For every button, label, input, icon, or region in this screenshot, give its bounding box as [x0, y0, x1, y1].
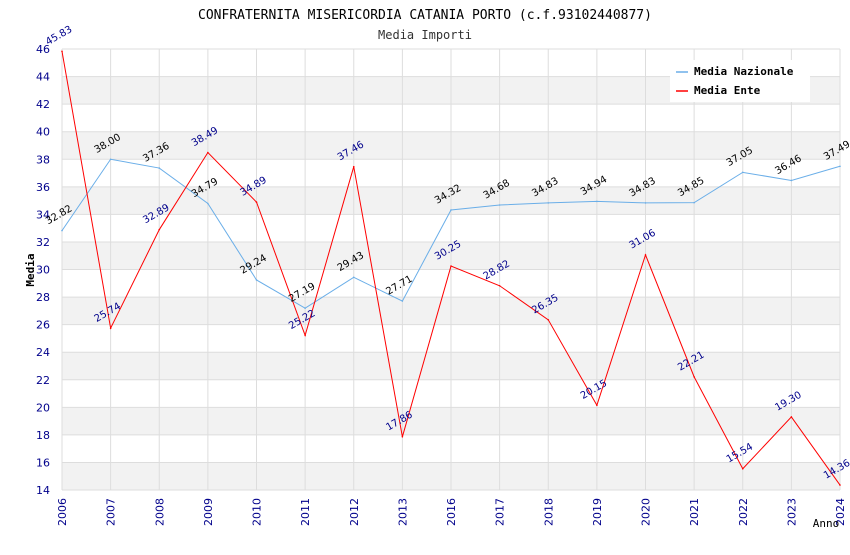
data-point	[596, 404, 598, 407]
y-tick-label: 28	[36, 291, 50, 304]
data-point	[61, 229, 63, 232]
y-tick-label: 46	[36, 43, 50, 56]
x-tick-label: 2007	[105, 498, 118, 526]
x-tick-label: 2013	[396, 498, 409, 526]
data-point	[109, 327, 112, 330]
y-tick-label: 42	[36, 98, 50, 111]
legend: Media Nazionale Media Ente	[670, 60, 810, 102]
y-tick-label: 26	[36, 319, 50, 332]
data-point	[158, 228, 161, 231]
grid-lines	[61, 48, 841, 491]
y-axis-label: Media	[24, 253, 37, 286]
x-tick-label: 2010	[251, 498, 264, 526]
x-tick-label: 2022	[737, 498, 750, 526]
x-axis-ticks: 2006 2007 2008 2009 2010 2011 2012 2013 2016 2017…	[56, 498, 847, 526]
y-tick-label: 16	[36, 456, 50, 469]
x-tick-label: 2023	[785, 498, 798, 526]
data-point	[839, 165, 841, 168]
x-tick-label: 2019	[591, 498, 604, 526]
x-tick-label: 2017	[494, 498, 507, 526]
data-point	[741, 467, 744, 470]
data-point	[304, 307, 306, 310]
data-point	[498, 204, 501, 206]
data-point	[450, 209, 452, 211]
x-tick-label: 2008	[153, 498, 166, 526]
chart-subtitle: Media Importi	[378, 28, 472, 42]
y-tick-label: 14	[36, 484, 50, 497]
y-tick-label: 32	[36, 236, 50, 249]
chart-title: CONFRATERNITA MISERICORDIA CATANIA PORTO…	[198, 8, 652, 23]
data-point	[255, 279, 258, 281]
x-tick-label: 2016	[445, 498, 458, 526]
data-label: 45.83	[44, 24, 74, 48]
data-point	[596, 200, 598, 203]
data-point	[352, 276, 355, 279]
data-point	[693, 376, 695, 378]
x-tick-label: 2011	[299, 498, 312, 526]
data-point	[790, 416, 793, 418]
x-tick-label: 2020	[640, 498, 653, 526]
y-tick-label: 34	[36, 208, 50, 221]
legend-label-media-nazionale: Media Nazionale	[694, 65, 794, 78]
data-point	[450, 265, 452, 267]
data-point	[790, 179, 793, 182]
data-point	[304, 334, 306, 337]
x-tick-label: 2006	[56, 498, 69, 526]
y-tick-label: 30	[36, 264, 50, 277]
y-tick-label: 20	[36, 401, 50, 414]
data-point	[498, 284, 501, 287]
data-point	[693, 201, 695, 204]
x-tick-label: 2024	[834, 498, 847, 526]
y-tick-label: 36	[36, 181, 50, 194]
series-layer	[61, 50, 841, 486]
y-tick-label: 24	[36, 346, 50, 359]
data-point	[109, 158, 112, 161]
x-axis-label: Anno	[813, 517, 840, 530]
legend-label-media-ente: Media Ente	[694, 84, 761, 97]
data-point	[547, 319, 550, 321]
data-point	[839, 484, 841, 486]
data-label: 27.71	[384, 274, 414, 298]
y-tick-label: 18	[36, 429, 50, 442]
x-tick-label: 2021	[688, 498, 701, 526]
data-label: 15.54	[725, 442, 755, 466]
data-point	[255, 201, 258, 203]
x-tick-label: 2012	[348, 498, 361, 526]
y-axis-ticks: 14 16 18 20 22 24 26 28 30 32 34 36 38 40 42 44 46	[36, 43, 50, 497]
data-point	[207, 151, 209, 154]
data-point	[547, 202, 550, 204]
data-point	[644, 202, 647, 204]
data-point	[401, 300, 404, 302]
data-point	[644, 254, 647, 256]
data-label: 32.82	[44, 203, 74, 227]
y-tick-label: 40	[36, 126, 50, 139]
y-tick-label: 22	[36, 374, 50, 387]
x-tick-label: 2018	[542, 498, 555, 526]
data-point	[158, 167, 161, 169]
data-point	[352, 165, 355, 168]
x-tick-label: 2009	[202, 498, 215, 526]
data-point	[207, 202, 209, 205]
data-point	[61, 50, 63, 53]
y-tick-label: 38	[36, 153, 50, 166]
data-point	[401, 436, 404, 438]
legend-box	[670, 60, 810, 102]
data-point	[741, 171, 744, 174]
y-tick-label: 44	[36, 71, 50, 84]
